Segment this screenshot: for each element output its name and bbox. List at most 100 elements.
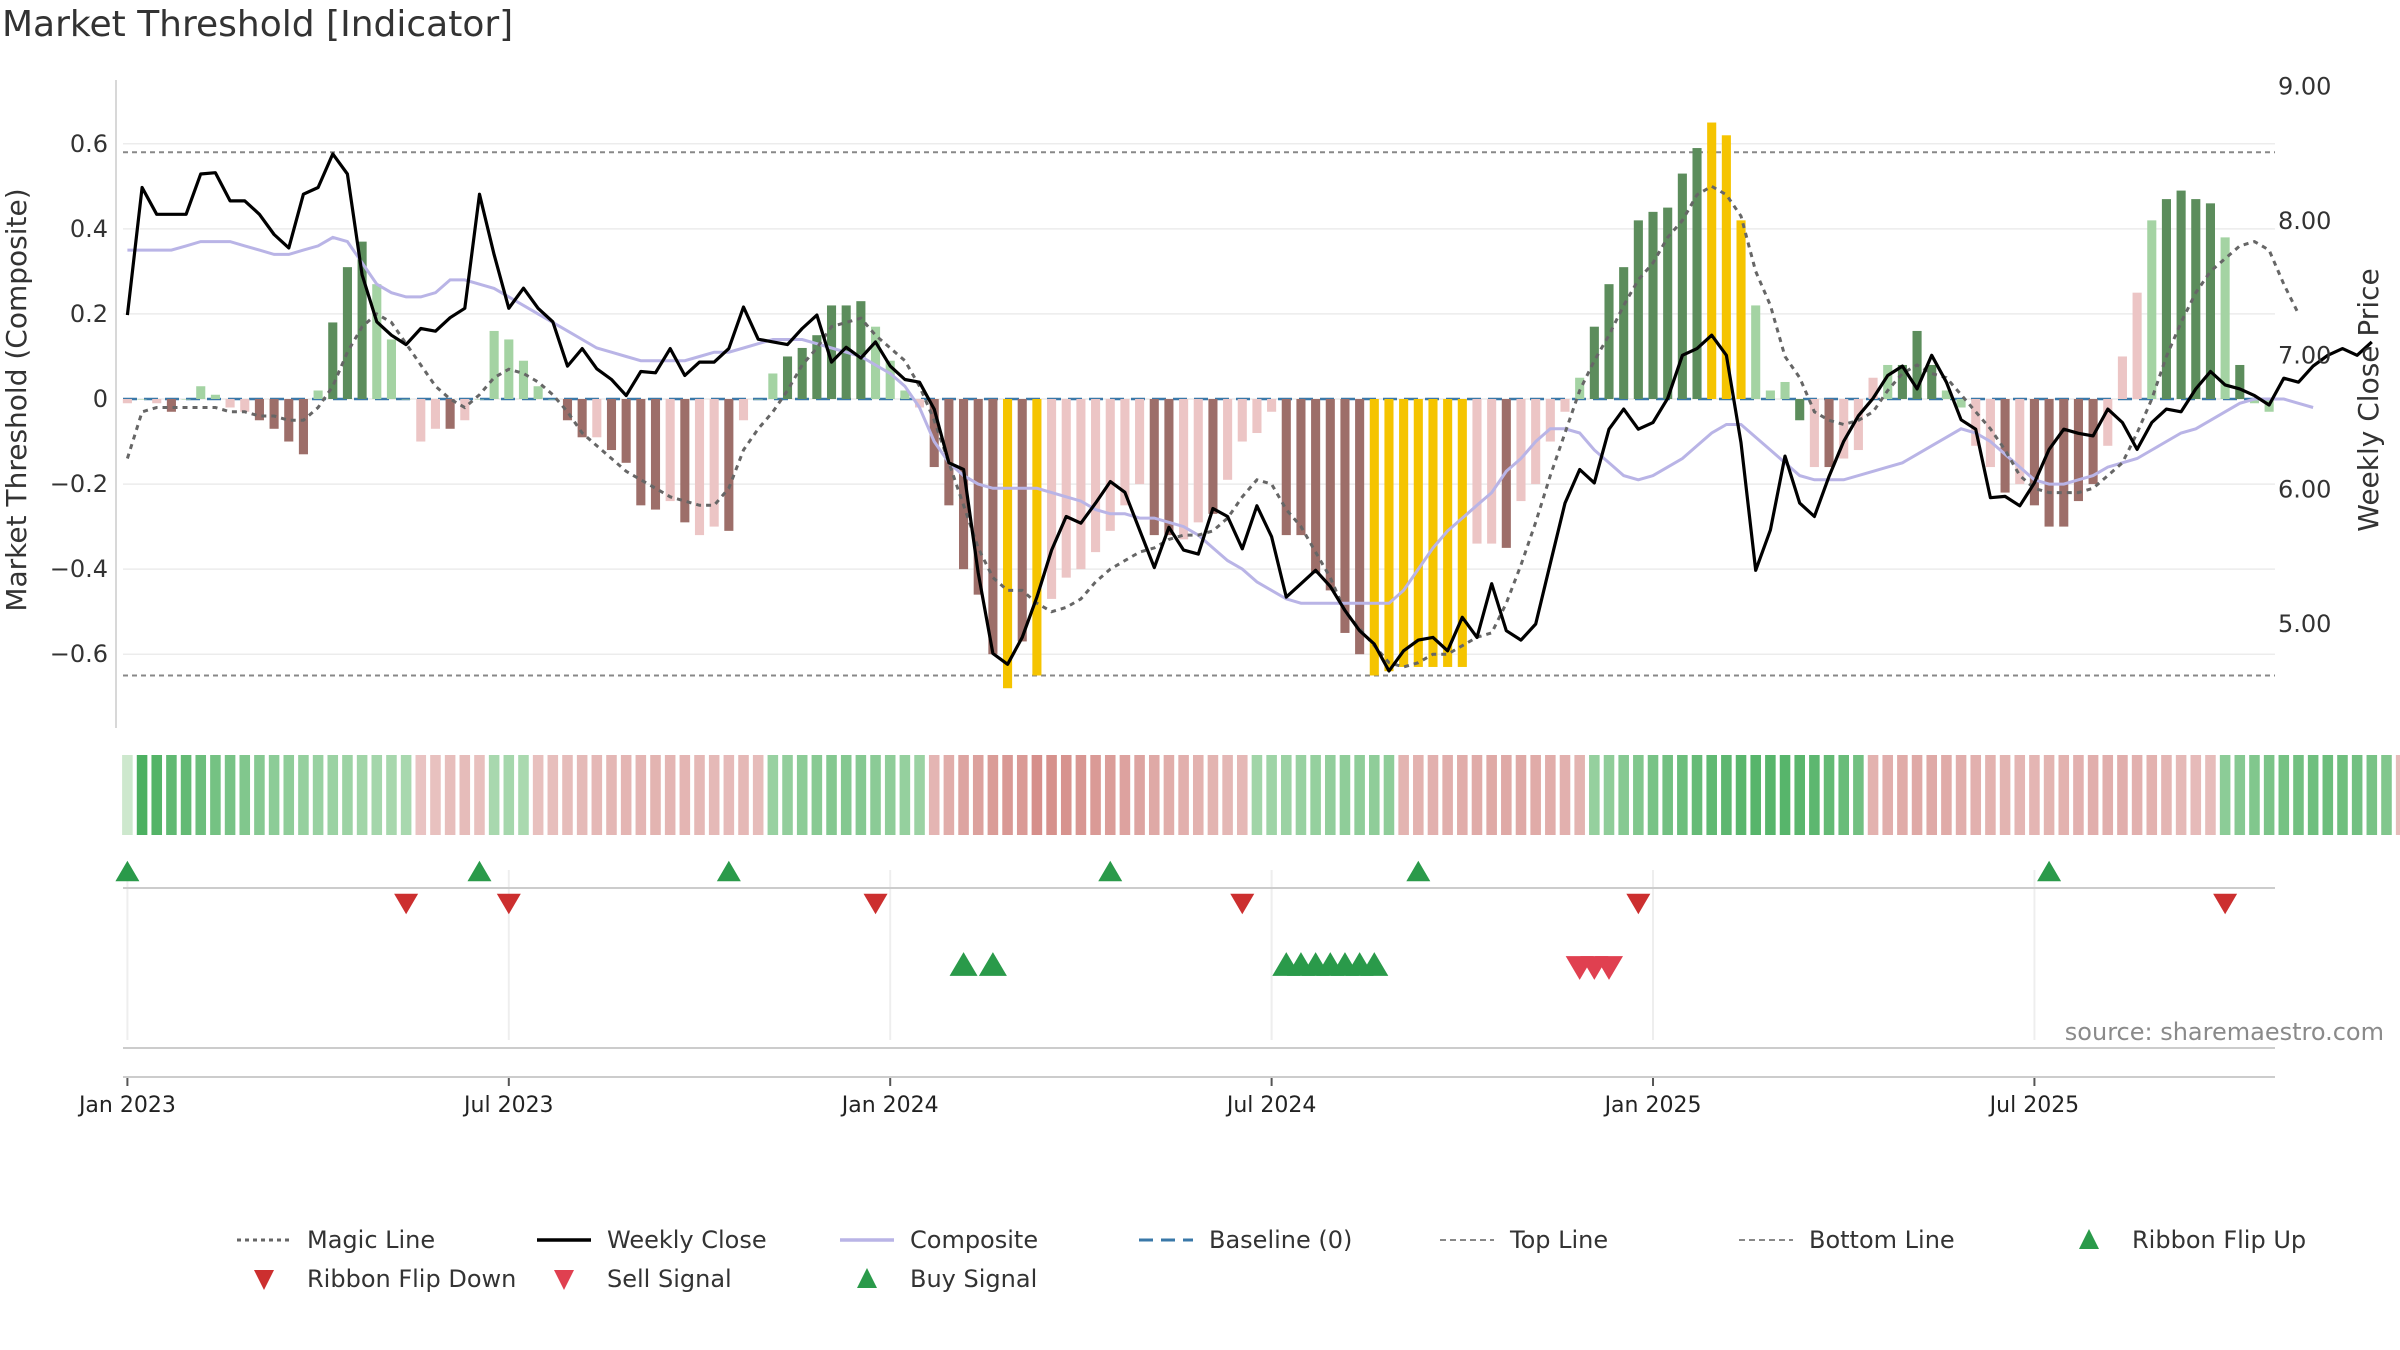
ribbon-cell xyxy=(459,755,471,835)
composite-bar xyxy=(1017,399,1027,642)
composite-bar xyxy=(2161,199,2171,399)
ribbon-cell xyxy=(1075,755,1087,835)
composite-bar xyxy=(1105,399,1115,531)
composite-bar xyxy=(1487,399,1497,544)
composite-bar xyxy=(1047,399,1057,599)
ribbon-cell xyxy=(694,755,705,835)
ribbon-cell xyxy=(2337,755,2348,835)
ribbon-cell xyxy=(1897,755,1908,835)
ribbon-cell xyxy=(914,755,925,835)
composite-bar xyxy=(445,399,455,429)
ribbon-cell xyxy=(415,755,427,835)
composite-bar xyxy=(1193,399,1203,523)
ribbon-cell xyxy=(2234,755,2246,835)
composite-bar xyxy=(709,399,719,527)
composite-bar xyxy=(929,399,939,468)
ribbon-cell xyxy=(195,755,207,835)
signal-markers xyxy=(115,860,2238,980)
ribbon-cell xyxy=(1999,755,2011,835)
ribbon-cell xyxy=(664,755,676,835)
ribbon-cell xyxy=(1398,755,1409,835)
y2-tick-label: 7.00 xyxy=(2278,341,2331,369)
composite-bar xyxy=(1149,399,1159,536)
composite-bar xyxy=(1941,390,1951,399)
ribbon-cell xyxy=(1794,755,1805,835)
ribbon-cell xyxy=(2117,755,2128,835)
y-tick-label: −0.4 xyxy=(50,555,108,583)
composite-bar xyxy=(738,399,749,421)
ribbon-cell xyxy=(1926,755,1938,835)
ribbon-cell xyxy=(650,755,661,835)
composite-bar xyxy=(1457,399,1467,667)
ribbon-cell xyxy=(2293,755,2304,835)
legend-label: Top Line xyxy=(1510,1226,1609,1254)
ribbon-cell xyxy=(518,755,529,835)
ribbon-cell xyxy=(2029,755,2040,835)
composite-bar xyxy=(196,386,206,399)
ribbon-cell xyxy=(1427,755,1439,835)
ribbon-cell xyxy=(1119,755,1131,835)
legend-item-top-line: Top Line xyxy=(1438,1225,1608,1255)
legend-symbol-dashed-line xyxy=(1139,1238,1193,1242)
ribbon-flip-up-marker xyxy=(1098,860,1123,882)
ribbon-cell xyxy=(2278,755,2290,835)
composite-bar xyxy=(915,399,925,408)
legend-item-buy-signal: Buy Signal xyxy=(838,1264,1037,1294)
ribbon-cell xyxy=(2263,755,2275,835)
ribbon-cell xyxy=(884,755,896,835)
composite-bar xyxy=(665,399,675,502)
ribbon-cell xyxy=(1236,755,1248,835)
ribbon-cell xyxy=(180,755,192,835)
composite-bar xyxy=(1237,399,1247,442)
ribbon-cell xyxy=(122,755,133,835)
composite-bar xyxy=(1751,305,1761,399)
composite-bar xyxy=(269,399,279,429)
composite-bar xyxy=(944,399,954,506)
composite-bar xyxy=(724,399,734,531)
ribbon-cell xyxy=(899,755,911,835)
ribbon-strip xyxy=(122,755,2400,835)
ribbon-cell xyxy=(1867,755,1879,835)
composite-bar xyxy=(870,326,881,399)
ribbon-cell xyxy=(1970,755,1982,835)
composite-bar xyxy=(988,399,998,655)
legend-symbol-dashed-line xyxy=(1739,1239,1793,1241)
legend-symbol-dotted-line xyxy=(237,1238,291,1242)
composite-bar xyxy=(1076,399,1086,570)
composite-bar xyxy=(680,399,690,523)
legend-symbol-dashed-line xyxy=(1440,1239,1494,1241)
composite-bar xyxy=(181,399,191,400)
composite-bar xyxy=(1384,399,1394,672)
ribbon-cell xyxy=(400,755,412,835)
composite-bar xyxy=(1971,399,1981,446)
ribbon-cell xyxy=(1574,755,1585,835)
composite-bar xyxy=(592,399,602,438)
ribbon-cell xyxy=(1471,755,1483,835)
weekly-close-line xyxy=(125,152,2373,673)
composite-bar xyxy=(1780,381,1790,399)
composite-bar xyxy=(1985,399,1995,468)
ribbon-cell xyxy=(1266,755,1277,835)
composite-bar xyxy=(2015,399,2025,485)
composite-bar xyxy=(1208,399,1218,514)
composite-bar xyxy=(797,347,807,399)
ribbon-cell xyxy=(1809,755,1820,835)
ribbon-cell xyxy=(488,755,500,835)
ribbon-cell xyxy=(2205,755,2216,835)
composite-bar xyxy=(1179,399,1189,540)
composite-bar xyxy=(1795,399,1805,421)
ribbon-cell xyxy=(547,755,559,835)
ribbon-cell xyxy=(327,755,339,835)
ribbon-cell xyxy=(1339,755,1351,835)
ribbon-cell xyxy=(1647,755,1659,835)
ribbon-cell xyxy=(1589,755,1600,835)
ribbon-cell xyxy=(1134,755,1145,835)
ribbon-flip-down-marker xyxy=(863,893,888,915)
ribbon-cell xyxy=(2146,755,2158,835)
composite-bar xyxy=(1677,173,1687,399)
ribbon-cell xyxy=(1310,755,1321,835)
composite-bar xyxy=(1267,399,1277,412)
composite-bar xyxy=(2132,292,2142,399)
composite-bar xyxy=(1824,399,1834,468)
chart-title: Market Threshold [Indicator] xyxy=(2,4,514,45)
